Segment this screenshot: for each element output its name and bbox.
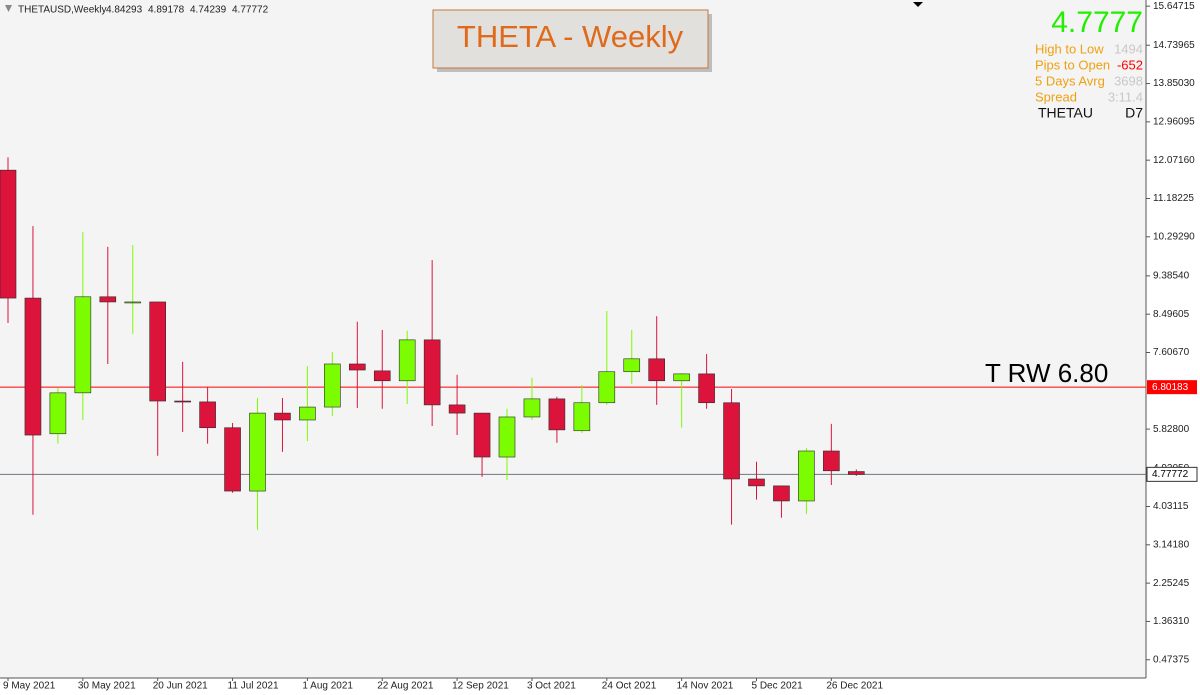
candle-body <box>0 169 17 299</box>
y-tick-label: 15.64715 <box>1153 1 1195 12</box>
panel-row-label: 5 Days Avrg <box>1035 73 1105 88</box>
x-tick-label: 26 Dec 2021 <box>826 681 883 692</box>
header-open: 4.84293 <box>106 5 143 16</box>
y-tick-label: 13.85030 <box>1153 78 1195 89</box>
candle-body <box>698 373 715 404</box>
y-tick-label: 11.18225 <box>1153 193 1194 204</box>
resistance-price-label: 6.80183 <box>1152 382 1189 393</box>
candle-body <box>373 370 391 382</box>
panel-symbol: THETAU <box>1038 105 1093 121</box>
y-tick-label: 4.03115 <box>1153 501 1189 512</box>
candle-body <box>548 398 566 431</box>
candle-body <box>598 371 616 404</box>
x-tick-label: 9 May 2021 <box>3 681 56 692</box>
candle-body <box>249 412 266 492</box>
candle-body <box>623 358 641 373</box>
candle-body <box>224 427 241 492</box>
header-high: 4.89178 <box>148 5 185 16</box>
y-tick-label: 5.82800 <box>1153 424 1190 435</box>
candle-body <box>124 301 142 304</box>
candle-body <box>798 450 815 502</box>
candle-body <box>748 478 765 487</box>
x-tick-label: 30 May 2021 <box>78 681 136 692</box>
candle-body <box>673 373 690 382</box>
candle-body <box>348 363 366 371</box>
x-tick-label: 11 Jul 2021 <box>228 681 279 692</box>
candle-body <box>423 339 441 406</box>
candle-body <box>823 450 840 472</box>
panel-row-value: 3:11.4 <box>1108 89 1143 104</box>
y-tick-label: 0.47375 <box>1153 654 1190 665</box>
panel-row-value: -652 <box>1117 57 1143 72</box>
shift-marker <box>913 2 923 7</box>
symbol-header: THETAUSD,Weekly <box>18 5 107 16</box>
candle-body <box>299 406 316 421</box>
resistance-price-box <box>1147 380 1197 395</box>
title-box <box>432 9 709 69</box>
y-tick-label: 1.36310 <box>1153 616 1190 627</box>
panel-timeframe: D7 <box>1125 105 1143 121</box>
plot <box>0 157 1146 530</box>
candle-body <box>74 296 92 394</box>
candle-body <box>174 400 191 403</box>
panel-row-label: Spread <box>1035 89 1077 104</box>
plot-background <box>0 0 1146 678</box>
candle-body <box>473 412 491 458</box>
y-tick-label: 2.25245 <box>1153 578 1190 589</box>
candle-body <box>274 412 291 421</box>
candle-body <box>49 392 67 435</box>
x-tick-label: 24 Oct 2021 <box>602 681 657 692</box>
y-tick-label: 12.07160 <box>1153 155 1195 166</box>
current-price-box <box>1146 466 1198 482</box>
y-tick-label: 7.60670 <box>1153 347 1190 358</box>
candle-body <box>199 401 216 429</box>
x-tick-label: 12 Sep 2021 <box>452 681 509 692</box>
candle-body <box>523 398 541 418</box>
y-tick-label: 9.38540 <box>1153 271 1190 282</box>
chart-title: THETA - Weekly <box>457 19 684 54</box>
x-tick-label: 22 Aug 2021 <box>377 681 434 692</box>
resistance-annotation: T RW 6.80 <box>985 358 1108 388</box>
candle-body <box>398 339 416 382</box>
panel-row-label: High to Low <box>1035 41 1104 56</box>
candle-body <box>99 296 117 303</box>
x-tick-label: 1 Aug 2021 <box>302 681 353 692</box>
candle-body <box>773 485 790 502</box>
candle-body <box>324 363 341 408</box>
y-tick-label: 12.96095 <box>1153 117 1195 128</box>
current-price-label: 4.77772 <box>1152 469 1189 480</box>
y-tick-label: 3.14180 <box>1153 539 1190 550</box>
candle-body <box>448 404 466 414</box>
x-tick-label: 5 Dec 2021 <box>752 681 804 692</box>
x-tick-label: 20 Jun 2021 <box>153 681 208 692</box>
candle-body <box>723 402 740 480</box>
candle-body <box>648 358 666 382</box>
panel-row-value: 3698 <box>1114 73 1143 88</box>
candle-body <box>149 301 166 402</box>
header-close: 4.77772 <box>232 5 269 16</box>
panel-price: 4.7777 <box>1051 6 1143 39</box>
candle-body <box>24 297 42 436</box>
panel-row-label: Pips to Open <box>1035 57 1110 72</box>
x-tick-label: 3 Oct 2021 <box>527 681 576 692</box>
panel-row-value: 1494 <box>1114 41 1143 56</box>
header-low: 4.74239 <box>190 5 227 16</box>
y-tick-label: 8.49605 <box>1153 309 1190 320</box>
candle-body <box>498 416 516 458</box>
candle-body <box>847 471 865 475</box>
y-tick-label: 14.73965 <box>1153 40 1195 51</box>
candle-body <box>573 402 591 432</box>
x-tick-label: 14 Nov 2021 <box>677 681 734 692</box>
y-tick-label: 10.29290 <box>1153 231 1195 242</box>
header-icon <box>5 5 12 12</box>
